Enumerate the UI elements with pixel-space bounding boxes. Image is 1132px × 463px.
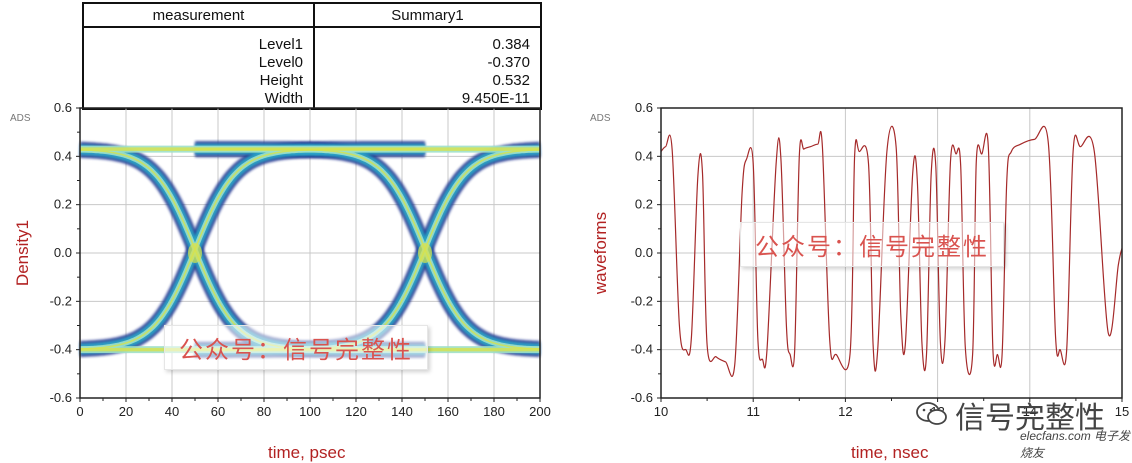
ads-label-left: ADS bbox=[10, 113, 31, 124]
eye-transition-trace bbox=[80, 141, 425, 357]
eye-transition-trace bbox=[79, 149, 425, 351]
eye-xtick-label: 60 bbox=[211, 404, 225, 419]
eye-transition-trace bbox=[79, 141, 425, 358]
eye-axes: 0 20 40 60 80 100 120 140 160 180 200 -0.6 -0.4 -0.2 0… bbox=[50, 100, 551, 419]
eye-xtick-label: 160 bbox=[437, 404, 459, 419]
eye-xtick-label: 20 bbox=[119, 404, 133, 419]
wave-xtick-label: 10 bbox=[654, 404, 668, 419]
measurement-value-level0: -0.370 bbox=[487, 54, 530, 71]
eye-transition-trace bbox=[79, 144, 425, 356]
wave-xtick-label: 11 bbox=[746, 404, 760, 419]
measurement-table: measurement Summary1 Level1 Level0 Heigh… bbox=[82, 2, 542, 110]
eye-transition-trace bbox=[79, 147, 425, 353]
eye-transition-trace bbox=[195, 146, 540, 352]
watermark-left: 公众号：信号完整性 bbox=[164, 325, 428, 370]
measurement-name-level1: Level1 bbox=[258, 36, 303, 53]
wave-frame bbox=[660, 107, 1123, 399]
wave-ytick-label: -0.4 bbox=[631, 342, 653, 357]
eye-ytick-label: 0.4 bbox=[54, 148, 72, 163]
eye-ytick-label: -0.2 bbox=[50, 293, 72, 308]
wave-axes: 101112131415-0.6-0.4-0.20.00.20.40.6 bbox=[631, 100, 1130, 419]
eye-xtick-label: 180 bbox=[483, 404, 505, 419]
wave-ytick-label: 0.2 bbox=[635, 197, 653, 212]
eye-xtick-label: 140 bbox=[391, 404, 413, 419]
measurement-value-width: 9.450E-11 bbox=[461, 90, 530, 107]
eye-transition-trace bbox=[195, 147, 541, 353]
eye-transition-trace bbox=[80, 146, 425, 352]
wave-xtick-label: 15 bbox=[1115, 404, 1129, 419]
wave-xtick-label: 12 bbox=[838, 404, 852, 419]
eye-transition-trace bbox=[195, 149, 541, 351]
wave-xtick-label: 14 bbox=[1023, 404, 1037, 419]
measurement-name-height: Height bbox=[259, 72, 303, 89]
eye-transition-trace bbox=[80, 148, 425, 350]
measurement-header-row: measurement Summary1 bbox=[82, 2, 542, 28]
wave-xlabel: time, nsec bbox=[851, 443, 929, 462]
eye-transition-trace bbox=[80, 143, 425, 355]
eye-transition-trace bbox=[195, 144, 541, 356]
measurement-values: 0.384 -0.370 0.532 9.450E-11 bbox=[313, 26, 542, 110]
wave-ytick-label: -0.2 bbox=[631, 293, 653, 308]
eye-crossing-point bbox=[188, 243, 202, 263]
measurement-header: measurement bbox=[82, 2, 315, 28]
eye-transition-trace bbox=[195, 141, 540, 357]
wave-ytick-label: 0.0 bbox=[635, 245, 653, 260]
eye-crossing-point bbox=[418, 243, 432, 263]
eye-frame bbox=[79, 107, 541, 399]
measurement-names: Level1 Level0 Height Width bbox=[82, 26, 315, 110]
eye-xtick-label: 80 bbox=[257, 404, 271, 419]
wave-ytick-label: 0.6 bbox=[635, 100, 653, 115]
measurement-name-level0: Level0 bbox=[258, 54, 303, 71]
measurement-value-level1: 0.384 bbox=[492, 36, 530, 53]
eye-ytick-label: 0.0 bbox=[54, 245, 72, 260]
eye-xtick-label: 200 bbox=[529, 404, 551, 419]
eye-xtick-label: 120 bbox=[345, 404, 367, 419]
eye-transition-trace bbox=[195, 148, 540, 350]
eye-xtick-label: 100 bbox=[299, 404, 321, 419]
wave-traces bbox=[660, 125, 1123, 377]
logo-text: 信号完整性 bbox=[955, 402, 1105, 435]
eye-transition-trace bbox=[195, 141, 541, 358]
wave-ytick-label: 0.4 bbox=[635, 148, 653, 163]
measurement-body-row: Level1 Level0 Height Width 0.384 -0.370 … bbox=[82, 26, 542, 110]
watermark-right: 公众号：信号完整性 bbox=[740, 222, 1004, 267]
eye-ytick-label: 0.6 bbox=[54, 100, 72, 115]
eye-xtick-label: 0 bbox=[76, 404, 83, 419]
wave-ytick-label: -0.6 bbox=[631, 390, 653, 405]
ads-label-right: ADS bbox=[590, 113, 611, 124]
eye-ytick-label: 0.2 bbox=[54, 197, 72, 212]
eye-ytick-label: -0.6 bbox=[50, 390, 72, 405]
waveform-series-line bbox=[660, 125, 1123, 377]
eye-ytick-label: -0.4 bbox=[50, 342, 72, 357]
wechat-icon bbox=[916, 402, 947, 425]
eye-xlabel: time, psec bbox=[268, 443, 346, 462]
summary-header: Summary1 bbox=[313, 2, 542, 28]
logo-subtext: elecfans.com 电子发烧友 bbox=[1020, 429, 1131, 460]
measurement-value-height: 0.532 bbox=[492, 72, 530, 89]
eye-transition-trace bbox=[195, 143, 540, 355]
eye-xtick-label: 40 bbox=[165, 404, 179, 419]
measurement-name-width: Width bbox=[264, 90, 303, 107]
